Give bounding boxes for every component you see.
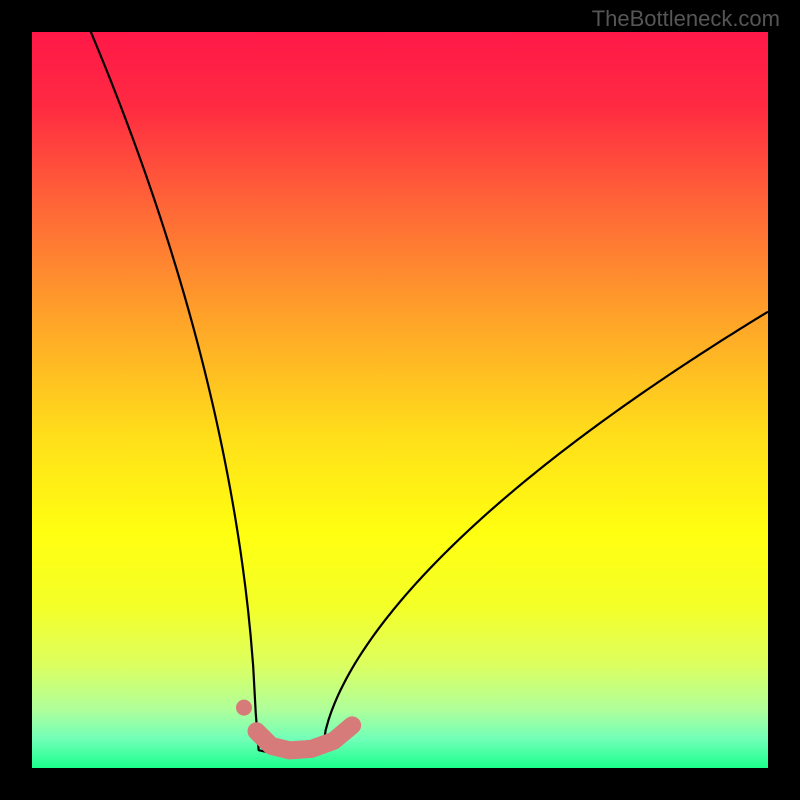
bottleneck-chart: [32, 32, 768, 768]
highlight-dot: [236, 700, 252, 716]
watermark-text: TheBottleneck.com: [592, 6, 780, 32]
gradient-background: [32, 32, 768, 768]
chart-svg: [32, 32, 768, 768]
